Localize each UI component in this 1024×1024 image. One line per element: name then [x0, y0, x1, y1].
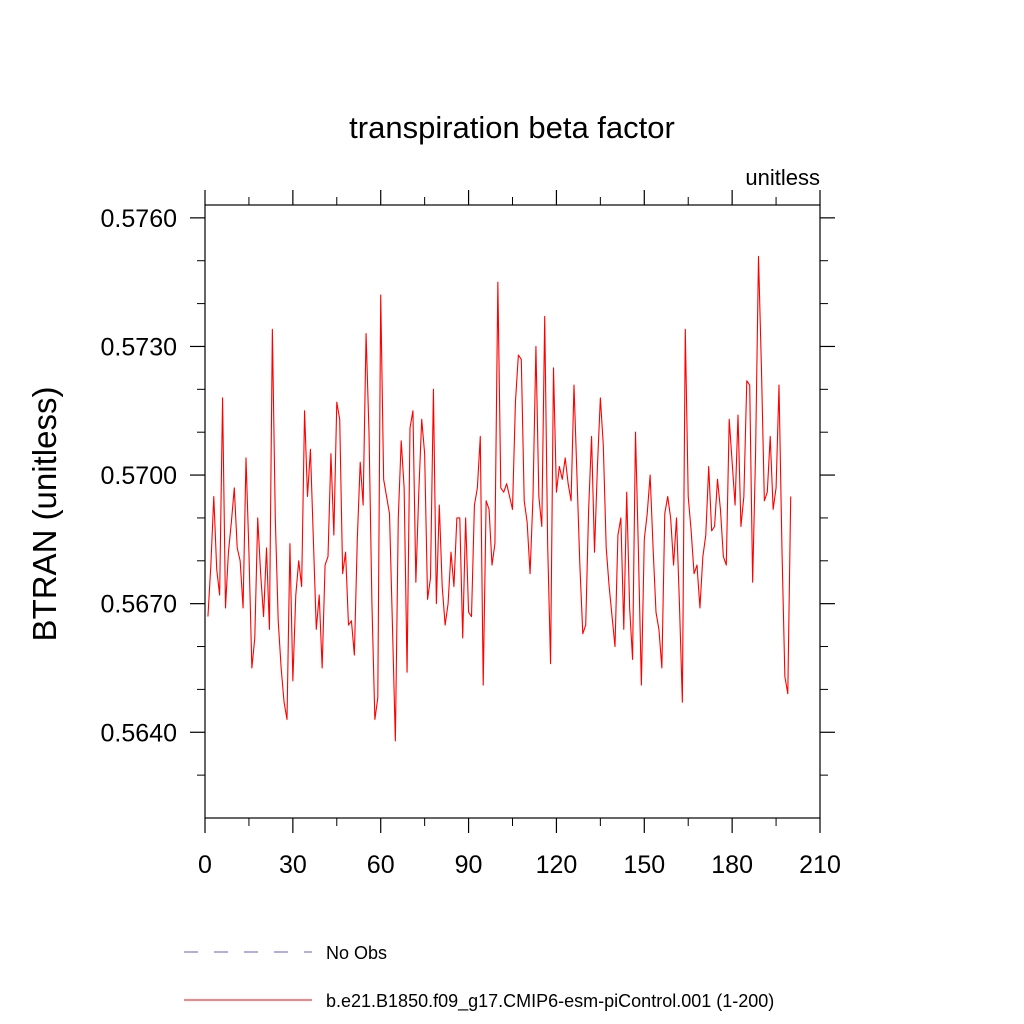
- x-tick-labels: 0 30 60 90 120 150 180 210: [198, 851, 841, 879]
- series-line: [207, 255, 792, 742]
- plot-series: [207, 255, 792, 742]
- x-tick-label: 60: [367, 851, 395, 879]
- x-tick-label: 0: [198, 851, 212, 879]
- legend-label: b.e21.B1850.f09_g17.CMIP6-esm-piControl.…: [326, 991, 774, 1012]
- y-tick-label: 0.5670: [101, 591, 177, 619]
- y-tick-labels: 0.5640 0.5670 0.5700 0.5730 0.5760: [101, 205, 177, 747]
- y-axis-label: BTRAN (unitless): [26, 387, 63, 642]
- x-tick-label: 210: [799, 851, 841, 879]
- legend-label: No Obs: [326, 943, 387, 963]
- x-tick-label: 30: [279, 851, 307, 879]
- x-tick-label: 90: [455, 851, 483, 879]
- legend: No Obs b.e21.B1850.f09_g17.CMIP6-esm-piCo…: [184, 943, 774, 1012]
- chart-title: transpiration beta factor: [349, 110, 675, 145]
- units-label: unitless: [745, 165, 820, 190]
- x-tick-label: 150: [623, 851, 665, 879]
- y-tick-label: 0.5700: [101, 462, 177, 490]
- y-tick-label: 0.5730: [101, 333, 177, 361]
- axis-ticks: [190, 190, 835, 833]
- y-tick-label: 0.5640: [101, 719, 177, 747]
- y-tick-label: 0.5760: [101, 205, 177, 233]
- x-tick-label: 180: [711, 851, 753, 879]
- x-tick-label: 120: [536, 851, 578, 879]
